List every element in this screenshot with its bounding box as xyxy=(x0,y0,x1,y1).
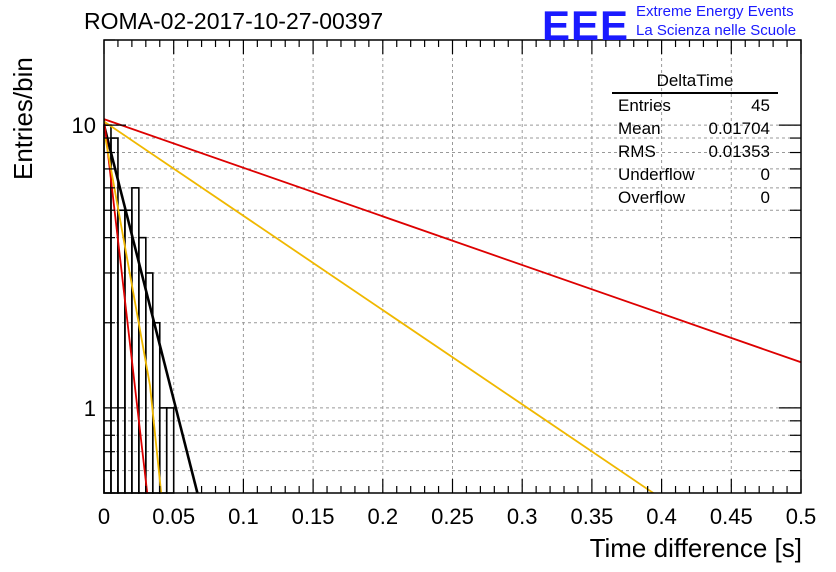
fit-line xyxy=(104,120,654,493)
fit-line xyxy=(104,124,199,493)
stats-value: 45 xyxy=(751,96,770,115)
chart-title: ROMA-02-2017-10-27-00397 xyxy=(84,8,384,34)
stats-value: 0.01704 xyxy=(708,119,770,138)
x-tick-label: 0 xyxy=(98,504,110,529)
logo-caption-line1: Extreme Energy Events xyxy=(636,3,794,20)
y-axis-label: Entries/bin xyxy=(8,57,38,180)
stats-value: 0.01353 xyxy=(708,142,770,161)
x-tick-label: 0.4 xyxy=(646,504,677,529)
stats-box: DeltaTime Entries 45 Mean 0.01704 RMS 0.… xyxy=(612,70,778,209)
stats-label: Entries xyxy=(618,96,671,115)
stats-row-mean: Mean 0.01704 xyxy=(612,117,778,140)
histogram-bar xyxy=(131,187,140,494)
fit-line xyxy=(104,118,801,364)
stats-row-overflow: Overflow 0 xyxy=(612,186,778,209)
stats-label: RMS xyxy=(618,142,656,161)
x-tick-label: 0.2 xyxy=(368,504,399,529)
x-tick-label: 0.15 xyxy=(292,504,335,529)
x-tick-label: 0.25 xyxy=(431,504,474,529)
stats-value: 0 xyxy=(760,165,770,184)
y-tick-label: 10 xyxy=(72,113,96,138)
stats-value: 0 xyxy=(760,188,770,207)
y-tick-label: 1 xyxy=(84,396,96,421)
x-axis-label: Time difference [s] xyxy=(589,533,802,563)
stats-label: Mean xyxy=(618,119,661,138)
stats-row-rms: RMS 0.01353 xyxy=(612,140,778,163)
x-tick-label: 0.45 xyxy=(710,504,753,529)
fit-line xyxy=(104,137,163,493)
fit-line xyxy=(104,119,149,493)
stats-row-entries: Entries 45 xyxy=(612,94,778,117)
stats-title: DeltaTime xyxy=(612,70,778,94)
stats-row-underflow: Underflow 0 xyxy=(612,163,778,186)
x-tick-label: 0.3 xyxy=(507,504,538,529)
x-tick-label: 0.35 xyxy=(570,504,613,529)
x-tick-label: 0.05 xyxy=(152,504,195,529)
stats-label: Overflow xyxy=(618,188,686,207)
logo-caption-line2: La Scienza nelle Scuole xyxy=(636,22,797,39)
eee-logo: EEE xyxy=(542,2,630,49)
histogram-bar xyxy=(103,124,112,494)
x-tick-label: 0.5 xyxy=(786,504,817,529)
stats-label: Underflow xyxy=(618,165,695,184)
x-tick-label: 0.1 xyxy=(228,504,259,529)
eee-logo-caption: Extreme Energy Events La Scienza nelle S… xyxy=(636,2,796,40)
